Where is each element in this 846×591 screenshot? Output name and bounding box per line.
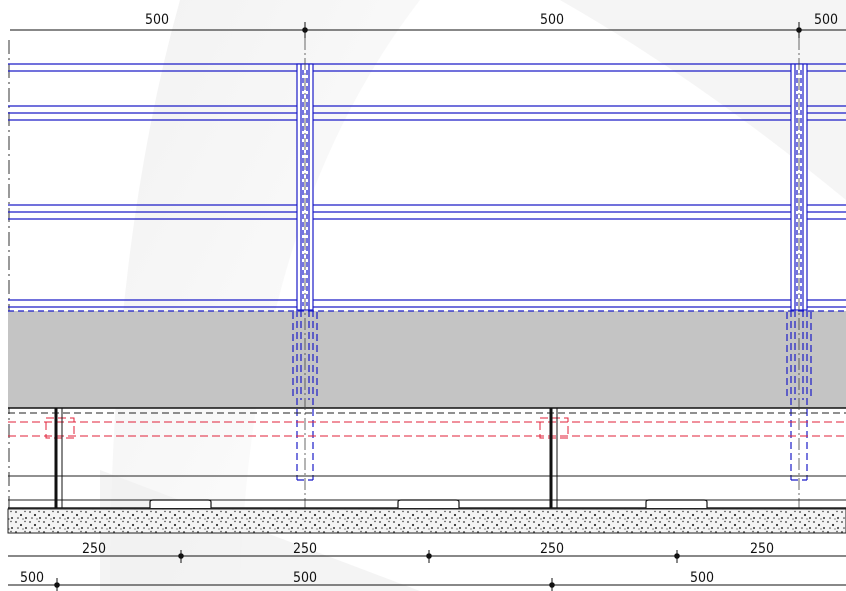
gray-infill-panel <box>8 311 846 408</box>
bottom-dim1-label-4: 250 <box>750 541 774 557</box>
top-dim-label-3: 500 <box>814 12 838 28</box>
top-dim-label-2: 500 <box>540 12 564 28</box>
bottom-dim1-label-1: 250 <box>82 541 106 557</box>
bottom-dim1-label-2: 250 <box>293 541 317 557</box>
bottom-dim1-label-3: 250 <box>540 541 564 557</box>
top-dim-label-1: 500 <box>145 12 169 28</box>
gravel-ground <box>8 509 846 533</box>
bottom-dim2-label-3: 500 <box>690 570 714 586</box>
bottom-dim2-label-1: 500 <box>20 570 44 586</box>
background-watermark <box>100 0 846 591</box>
bottom-dim2-label-2: 500 <box>293 570 317 586</box>
